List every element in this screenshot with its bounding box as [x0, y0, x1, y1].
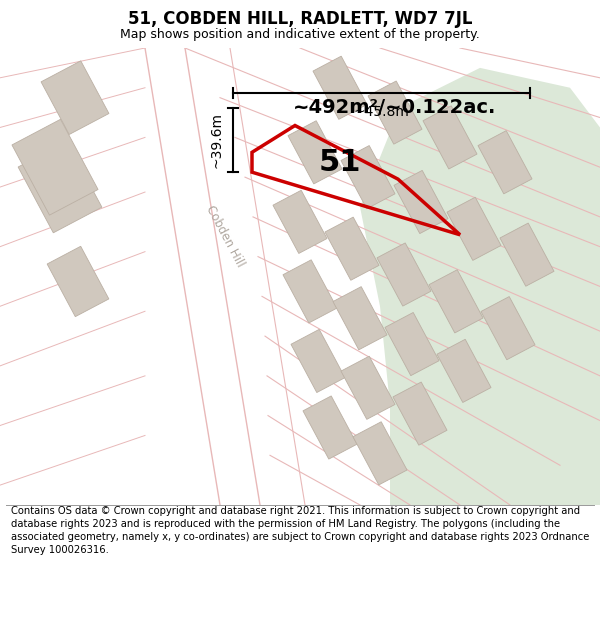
Polygon shape: [303, 396, 357, 459]
Polygon shape: [325, 217, 379, 280]
Polygon shape: [291, 329, 345, 392]
Polygon shape: [41, 61, 109, 134]
Polygon shape: [47, 246, 109, 317]
Polygon shape: [313, 56, 367, 119]
Text: 51: 51: [319, 148, 361, 177]
Polygon shape: [145, 48, 260, 505]
Polygon shape: [481, 297, 535, 360]
Polygon shape: [423, 106, 477, 169]
Polygon shape: [500, 223, 554, 286]
Polygon shape: [185, 48, 305, 505]
Text: ~45.8m: ~45.8m: [353, 104, 409, 119]
Text: Contains OS data © Crown copyright and database right 2021. This information is : Contains OS data © Crown copyright and d…: [11, 506, 589, 556]
Polygon shape: [437, 339, 491, 402]
Polygon shape: [394, 171, 448, 234]
Polygon shape: [385, 312, 439, 376]
Text: 51, COBDEN HILL, RADLETT, WD7 7JL: 51, COBDEN HILL, RADLETT, WD7 7JL: [128, 9, 472, 28]
Polygon shape: [353, 422, 407, 485]
Polygon shape: [283, 260, 337, 323]
Polygon shape: [447, 198, 501, 261]
Polygon shape: [288, 121, 342, 184]
Polygon shape: [273, 190, 327, 254]
Text: ~39.6m: ~39.6m: [209, 112, 223, 168]
Polygon shape: [393, 382, 447, 445]
Polygon shape: [333, 287, 387, 350]
Polygon shape: [429, 270, 483, 333]
Polygon shape: [341, 146, 395, 209]
Polygon shape: [377, 243, 431, 306]
Polygon shape: [368, 81, 422, 144]
Polygon shape: [360, 68, 600, 505]
Polygon shape: [18, 141, 102, 232]
Text: Map shows position and indicative extent of the property.: Map shows position and indicative extent…: [120, 28, 480, 41]
Text: ~492m²/~0.122ac.: ~492m²/~0.122ac.: [293, 98, 497, 117]
Polygon shape: [12, 119, 98, 215]
Polygon shape: [341, 356, 395, 419]
Text: Cobden Hill: Cobden Hill: [203, 204, 247, 270]
Polygon shape: [478, 131, 532, 194]
